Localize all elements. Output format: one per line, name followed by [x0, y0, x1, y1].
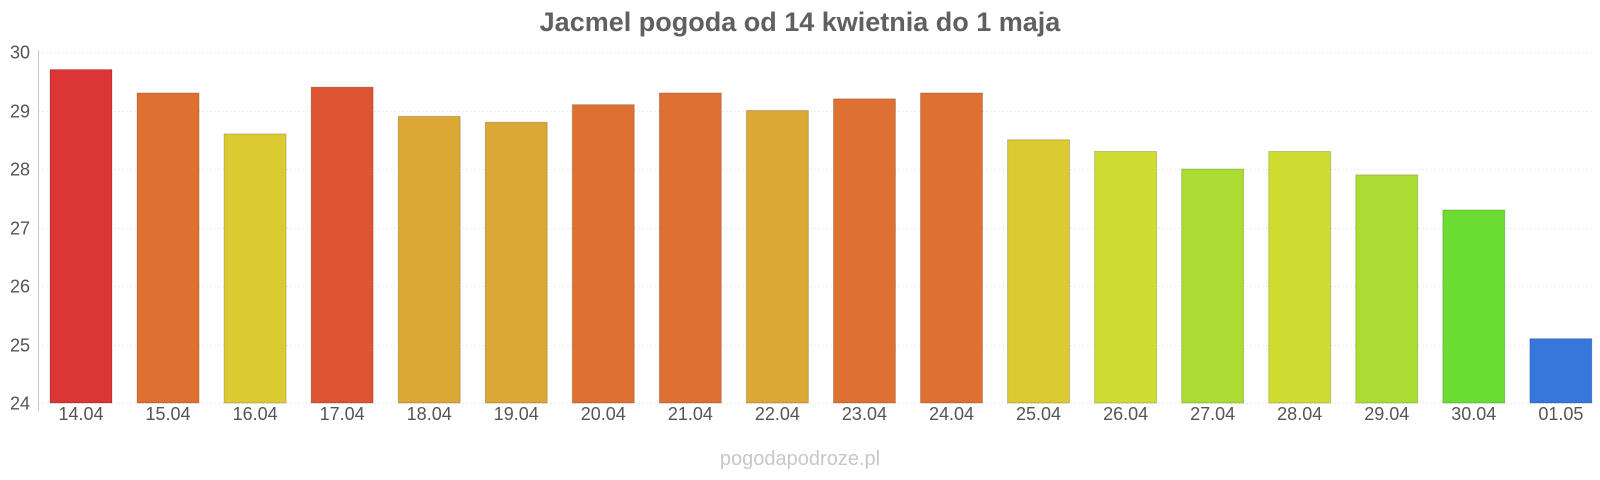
- grid-lines: [38, 52, 1592, 404]
- bar-22.04[interactable]: [745, 110, 809, 404]
- x-tick-label: 29.04: [1364, 404, 1409, 424]
- bars: [49, 69, 1593, 404]
- bar-15.04[interactable]: [136, 92, 200, 404]
- x-tick-label: 23.04: [842, 404, 887, 424]
- x-tick-label: 19.04: [494, 404, 539, 424]
- x-tick-label: 18.04: [407, 404, 452, 424]
- y-tick-label: 24: [10, 394, 30, 414]
- x-tick-labels: 14.04 15.04 16.04 17.04 18.04 19.04 20.04 21.04…: [58, 404, 1583, 424]
- y-tick-label: 29: [10, 102, 30, 122]
- bar-01.05[interactable]: [1529, 338, 1593, 404]
- bar-26.04[interactable]: [1094, 150, 1158, 404]
- bar-25.04[interactable]: [1007, 139, 1071, 404]
- bar-29.04[interactable]: [1355, 174, 1419, 404]
- bar-16.04[interactable]: [223, 133, 287, 404]
- x-tick-label: 20.04: [581, 404, 626, 424]
- bar-28.04[interactable]: [1268, 150, 1332, 404]
- bar-14.04[interactable]: [49, 69, 113, 404]
- x-tick-label: 24.04: [929, 404, 974, 424]
- bar-21.04[interactable]: [658, 92, 722, 404]
- x-tick-label: 27.04: [1190, 404, 1235, 424]
- y-tick-labels: 24 25 26 27 28 29 30: [10, 43, 30, 414]
- x-tick-label: 16.04: [233, 404, 278, 424]
- x-tick-label: 22.04: [755, 404, 800, 424]
- x-tick-label: 17.04: [320, 404, 365, 424]
- x-tick-label: 28.04: [1277, 404, 1322, 424]
- chart-title: Jacmel pogoda od 14 kwietnia do 1 maja: [539, 7, 1061, 37]
- bar-30.04[interactable]: [1442, 209, 1506, 404]
- y-tick-label: 26: [10, 277, 30, 297]
- bar-23.04[interactable]: [832, 98, 896, 404]
- x-tick-label: 21.04: [668, 404, 713, 424]
- y-tick-label: 25: [10, 336, 30, 356]
- x-tick-label: 30.04: [1451, 404, 1496, 424]
- bar-18.04[interactable]: [397, 115, 461, 404]
- bar-17.04[interactable]: [310, 86, 374, 404]
- x-tick-label: 26.04: [1103, 404, 1148, 424]
- bar-19.04[interactable]: [484, 121, 548, 404]
- bar-24.04[interactable]: [920, 92, 983, 404]
- x-tick-label: 14.04: [58, 404, 103, 424]
- bar-20.04[interactable]: [571, 104, 635, 404]
- x-tick-label: 25.04: [1016, 404, 1061, 424]
- y-tick-label: 30: [10, 43, 30, 63]
- x-tick-label: 15.04: [146, 404, 191, 424]
- x-tick-label: 01.05: [1538, 404, 1583, 424]
- y-tick-label: 28: [10, 160, 30, 180]
- y-tick-label: 27: [10, 219, 30, 239]
- bar-27.04[interactable]: [1181, 168, 1245, 404]
- watermark: pogodapodroze.pl: [719, 448, 881, 470]
